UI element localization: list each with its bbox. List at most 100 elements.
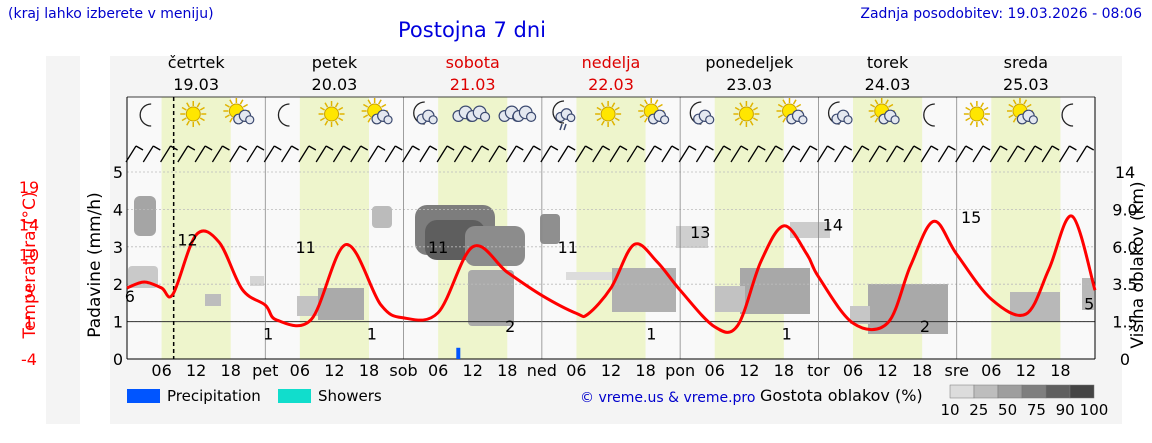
x-tick-label: 12 xyxy=(739,361,759,380)
temperature-label: 1 xyxy=(646,325,656,344)
moon-cloud-icon xyxy=(689,101,715,125)
wind-barb xyxy=(695,145,714,163)
wind-barb xyxy=(263,145,282,163)
cloud-icon xyxy=(452,105,491,123)
moon-rain-icon xyxy=(552,100,576,131)
wind-barb xyxy=(505,145,524,163)
cloud-height-tick-label: 0 xyxy=(1120,350,1130,369)
cloud-height-tick-label: 3.5 xyxy=(1112,275,1137,294)
temperature-label: 11 xyxy=(295,238,315,257)
precip-tick-label: 3 xyxy=(113,238,123,257)
sun-cloud-icon xyxy=(1006,98,1038,125)
precip-tick-label: 4 xyxy=(113,200,123,219)
temperature-label: 15 xyxy=(961,208,981,227)
wind-barb xyxy=(868,145,887,163)
menu-hint[interactable]: (kraj lahko izberete v meniju) xyxy=(8,6,214,22)
day-date: 20.03 xyxy=(312,75,358,94)
x-tick-label: pet xyxy=(252,361,278,380)
wind-barb xyxy=(298,145,317,163)
temperature-label: 1 xyxy=(782,325,792,344)
sun-cloud-icon xyxy=(361,98,393,125)
cloud-height-tick-label: 9.0 xyxy=(1112,200,1137,219)
sun-icon xyxy=(595,101,622,127)
wind-barb xyxy=(730,145,749,163)
wind-barb xyxy=(540,145,559,163)
x-tick-label: 18 xyxy=(359,361,379,380)
x-tick-label: 18 xyxy=(497,361,517,380)
credit-link[interactable]: © vreme.us & vreme.pro xyxy=(580,390,755,406)
day-date: 19.03 xyxy=(173,75,219,94)
x-tick-label: 12 xyxy=(1016,361,1036,380)
wind-barb xyxy=(281,145,299,163)
x-tick-label: 12 xyxy=(601,361,621,380)
wind-barb xyxy=(989,145,1008,163)
wind-barb xyxy=(402,145,420,163)
daylight-band xyxy=(576,97,646,359)
wind-barb xyxy=(574,145,593,163)
precipitation-bar xyxy=(456,347,461,359)
legend-precipitation-label: Precipitation xyxy=(167,387,261,405)
wind-barb xyxy=(747,145,766,163)
last-update: Zadnja posodobitev: 19.03.2026 - 08:06 xyxy=(860,6,1142,22)
wind-barb xyxy=(125,145,144,163)
precip-tick-label: 0 xyxy=(113,350,123,369)
sun-icon xyxy=(180,101,207,127)
temperature-tick-label: -4 xyxy=(21,350,37,369)
sun-icon xyxy=(963,101,990,127)
cloud-density-level: 25 xyxy=(969,401,988,419)
wind-barb xyxy=(453,145,472,163)
day-date: 21.03 xyxy=(450,75,496,94)
temperature-label: 14 xyxy=(823,215,843,234)
x-tick-label: 06 xyxy=(566,361,586,380)
temperature-label: 1 xyxy=(367,325,377,344)
x-tick-label: 18 xyxy=(221,361,241,380)
x-tick-label: 12 xyxy=(324,361,344,380)
wind-barb xyxy=(678,145,697,163)
page-title: Postojna 7 dni xyxy=(398,18,546,42)
precip-tick-label: 2 xyxy=(113,275,123,294)
precip-axis-title: Padavine (mm/h) xyxy=(85,192,105,337)
x-tick-label: 18 xyxy=(635,361,655,380)
wind-barb xyxy=(886,145,904,163)
day-name: nedelja xyxy=(582,53,641,72)
temperature-tick-label: 1 xyxy=(24,313,34,332)
temperature-label: 1 xyxy=(263,325,273,344)
x-tick-label: 06 xyxy=(428,361,448,380)
x-tick-label: sre xyxy=(945,361,969,380)
wind-barb xyxy=(229,145,248,163)
temperature-axis-title: Temperatura (°C) xyxy=(20,191,40,339)
temperature-line xyxy=(126,214,1097,334)
x-tick-label: 18 xyxy=(774,361,794,380)
temperature-label: 5 xyxy=(1084,295,1094,314)
sun-cloud-icon xyxy=(638,98,670,125)
wind-barb xyxy=(816,145,835,163)
wind-barb xyxy=(592,145,611,163)
x-tick-label: 12 xyxy=(186,361,206,380)
wind-barb xyxy=(609,145,628,163)
x-tick-label: 06 xyxy=(151,361,171,380)
moon-icon xyxy=(277,103,290,127)
wind-barb xyxy=(1058,145,1077,163)
cloud-height-tick-label: 1.5 xyxy=(1112,313,1137,332)
sun-cloud-icon xyxy=(776,98,808,125)
temperature-label: 2 xyxy=(505,317,515,336)
sun-cloud-icon xyxy=(223,98,255,125)
wind-barb xyxy=(315,145,334,163)
cloud-density-title: Gostota oblakov (%) xyxy=(760,386,923,405)
wind-barb xyxy=(903,145,922,163)
cloud-density-level: 10 xyxy=(940,401,959,419)
wind-barb xyxy=(644,145,662,163)
day-name: torek xyxy=(867,53,909,72)
wind-barb xyxy=(246,145,265,163)
cloud-height-axis-title: Višina oblakov (km) xyxy=(1128,181,1148,348)
wind-barb xyxy=(1041,145,1060,163)
daylight-band xyxy=(161,97,231,359)
legend-precipitation-swatch xyxy=(127,389,160,403)
cloud-icon xyxy=(498,105,537,123)
moon-cloud-icon xyxy=(828,101,853,125)
x-tick-label: 06 xyxy=(705,361,725,380)
day-name: sobota xyxy=(446,53,500,72)
temperature-label: 2 xyxy=(920,317,930,336)
day-name: sreda xyxy=(1004,53,1048,72)
